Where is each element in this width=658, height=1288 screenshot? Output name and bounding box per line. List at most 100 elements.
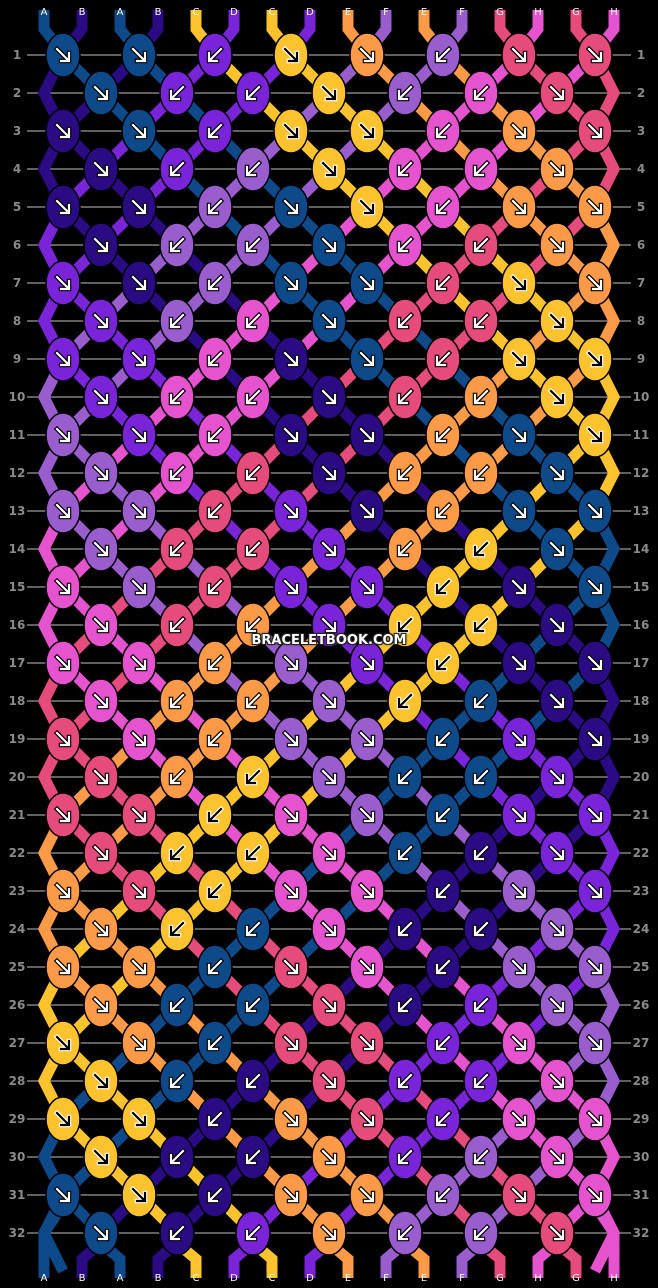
knot[interactable] [235, 146, 271, 192]
knot[interactable] [501, 564, 537, 610]
knot[interactable] [45, 564, 81, 610]
knot[interactable] [539, 830, 575, 876]
knot[interactable] [83, 526, 119, 572]
knot[interactable] [501, 184, 537, 230]
knot[interactable] [121, 944, 157, 990]
knot[interactable] [121, 1096, 157, 1142]
knot[interactable] [349, 1172, 385, 1218]
knot[interactable] [45, 716, 81, 762]
knot[interactable] [311, 146, 347, 192]
knot[interactable] [311, 830, 347, 876]
knot[interactable] [83, 906, 119, 952]
knot[interactable] [311, 450, 347, 496]
knot[interactable] [501, 488, 537, 534]
knot[interactable] [311, 526, 347, 572]
knot[interactable] [197, 412, 233, 458]
knot[interactable] [159, 526, 195, 572]
knot[interactable] [425, 260, 461, 306]
knot[interactable] [539, 754, 575, 800]
knot[interactable] [45, 488, 81, 534]
knot[interactable] [235, 602, 271, 648]
knot[interactable] [463, 602, 499, 648]
knot[interactable] [159, 906, 195, 952]
knot[interactable] [121, 716, 157, 762]
knot[interactable] [387, 222, 423, 268]
knot[interactable] [349, 412, 385, 458]
knot[interactable] [463, 146, 499, 192]
knot[interactable] [273, 488, 309, 534]
knot[interactable] [83, 374, 119, 420]
knot[interactable] [501, 1096, 537, 1142]
knot[interactable] [273, 32, 309, 78]
knot[interactable] [463, 298, 499, 344]
knot[interactable] [273, 412, 309, 458]
knot[interactable] [83, 146, 119, 192]
knot[interactable] [83, 1058, 119, 1104]
knot[interactable] [83, 1210, 119, 1256]
knot[interactable] [45, 640, 81, 686]
knot[interactable] [45, 184, 81, 230]
knot[interactable] [387, 298, 423, 344]
knot[interactable] [235, 70, 271, 116]
knot[interactable] [311, 298, 347, 344]
knot[interactable] [159, 298, 195, 344]
knot[interactable] [197, 792, 233, 838]
knot[interactable] [197, 260, 233, 306]
knot[interactable] [463, 70, 499, 116]
knot[interactable] [83, 450, 119, 496]
knot[interactable] [463, 526, 499, 572]
knot[interactable] [577, 792, 613, 838]
knot[interactable] [83, 222, 119, 268]
knot[interactable] [577, 108, 613, 154]
knot[interactable] [121, 260, 157, 306]
knot[interactable] [45, 1020, 81, 1066]
knot[interactable] [311, 70, 347, 116]
knot[interactable] [539, 374, 575, 420]
knot[interactable] [501, 868, 537, 914]
knot[interactable] [45, 32, 81, 78]
knot[interactable] [159, 1134, 195, 1180]
knot[interactable] [235, 298, 271, 344]
knot[interactable] [463, 982, 499, 1028]
knot[interactable] [577, 184, 613, 230]
knot[interactable] [539, 982, 575, 1028]
knot[interactable] [387, 1210, 423, 1256]
knot[interactable] [577, 564, 613, 610]
knot[interactable] [425, 488, 461, 534]
knot[interactable] [235, 1058, 271, 1104]
knot[interactable] [425, 1172, 461, 1218]
knot[interactable] [463, 678, 499, 724]
knot[interactable] [501, 1172, 537, 1218]
knot[interactable] [159, 1058, 195, 1104]
knot[interactable] [577, 32, 613, 78]
knot[interactable] [577, 716, 613, 762]
knot[interactable] [83, 678, 119, 724]
knot[interactable] [387, 146, 423, 192]
knot[interactable] [311, 982, 347, 1028]
knot[interactable] [235, 906, 271, 952]
knot[interactable] [349, 640, 385, 686]
knot[interactable] [159, 602, 195, 648]
knot[interactable] [387, 1058, 423, 1104]
knot[interactable] [273, 1096, 309, 1142]
knot[interactable] [349, 488, 385, 534]
knot[interactable] [501, 108, 537, 154]
knot[interactable] [121, 32, 157, 78]
knot[interactable] [463, 1134, 499, 1180]
knot[interactable] [425, 944, 461, 990]
knot[interactable] [311, 374, 347, 420]
knot[interactable] [121, 868, 157, 914]
knot[interactable] [197, 184, 233, 230]
knot[interactable] [539, 146, 575, 192]
knot[interactable] [425, 792, 461, 838]
knot[interactable] [83, 754, 119, 800]
knot[interactable] [83, 830, 119, 876]
knot[interactable] [121, 488, 157, 534]
knot[interactable] [159, 146, 195, 192]
knot[interactable] [425, 32, 461, 78]
knot[interactable] [45, 792, 81, 838]
knot[interactable] [197, 1172, 233, 1218]
knot[interactable] [45, 1172, 81, 1218]
knot[interactable] [349, 32, 385, 78]
knot[interactable] [83, 298, 119, 344]
